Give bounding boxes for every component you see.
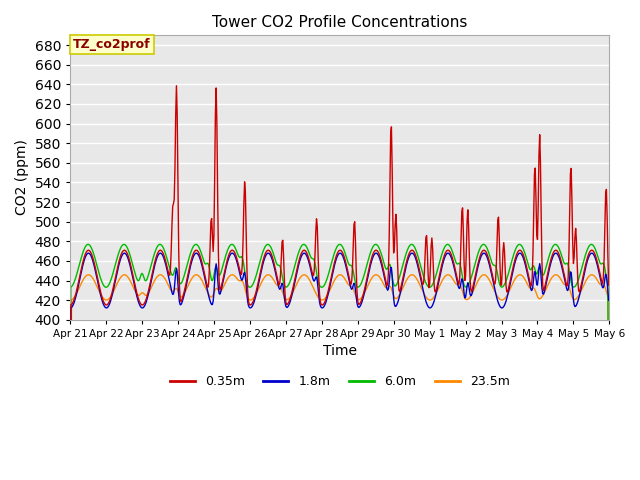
23.5m <box>131 288 139 294</box>
0.35m <box>187 260 195 265</box>
1.8m <box>214 286 222 291</box>
Y-axis label: CO2 (ppm): CO2 (ppm) <box>15 140 29 216</box>
6.0m <box>605 425 612 431</box>
0.35m <box>406 250 413 256</box>
Line: 6.0m: 6.0m <box>70 244 609 429</box>
0.35m <box>131 284 139 289</box>
0.35m <box>173 83 180 89</box>
6.0m <box>186 252 194 258</box>
X-axis label: Time: Time <box>323 344 356 359</box>
Line: 23.5m: 23.5m <box>70 275 609 480</box>
6.0m <box>67 426 74 432</box>
Line: 0.35m: 0.35m <box>70 86 609 480</box>
6.0m <box>131 271 139 277</box>
1.8m <box>605 298 612 303</box>
0.35m <box>421 252 429 257</box>
1.8m <box>421 296 429 301</box>
23.5m <box>186 279 194 285</box>
1.8m <box>131 287 139 292</box>
23.5m <box>76 284 84 289</box>
6.0m <box>421 278 429 284</box>
23.5m <box>228 272 236 278</box>
23.5m <box>214 288 222 293</box>
Title: Tower CO2 Profile Concentrations: Tower CO2 Profile Concentrations <box>212 15 467 30</box>
Legend: 0.35m, 1.8m, 6.0m, 23.5m: 0.35m, 1.8m, 6.0m, 23.5m <box>164 370 515 393</box>
1.8m <box>186 265 194 271</box>
1.8m <box>406 253 413 259</box>
0.35m <box>215 279 223 285</box>
0.35m <box>76 273 84 279</box>
23.5m <box>421 293 429 299</box>
6.0m <box>76 260 84 266</box>
Text: TZ_co2prof: TZ_co2prof <box>73 38 150 51</box>
6.0m <box>214 271 222 277</box>
23.5m <box>406 273 413 279</box>
23.5m <box>605 398 612 404</box>
0.35m <box>605 282 612 288</box>
1.8m <box>76 276 84 282</box>
Line: 1.8m: 1.8m <box>70 253 609 480</box>
6.0m <box>406 243 413 249</box>
6.0m <box>228 241 236 247</box>
1.8m <box>228 250 236 256</box>
